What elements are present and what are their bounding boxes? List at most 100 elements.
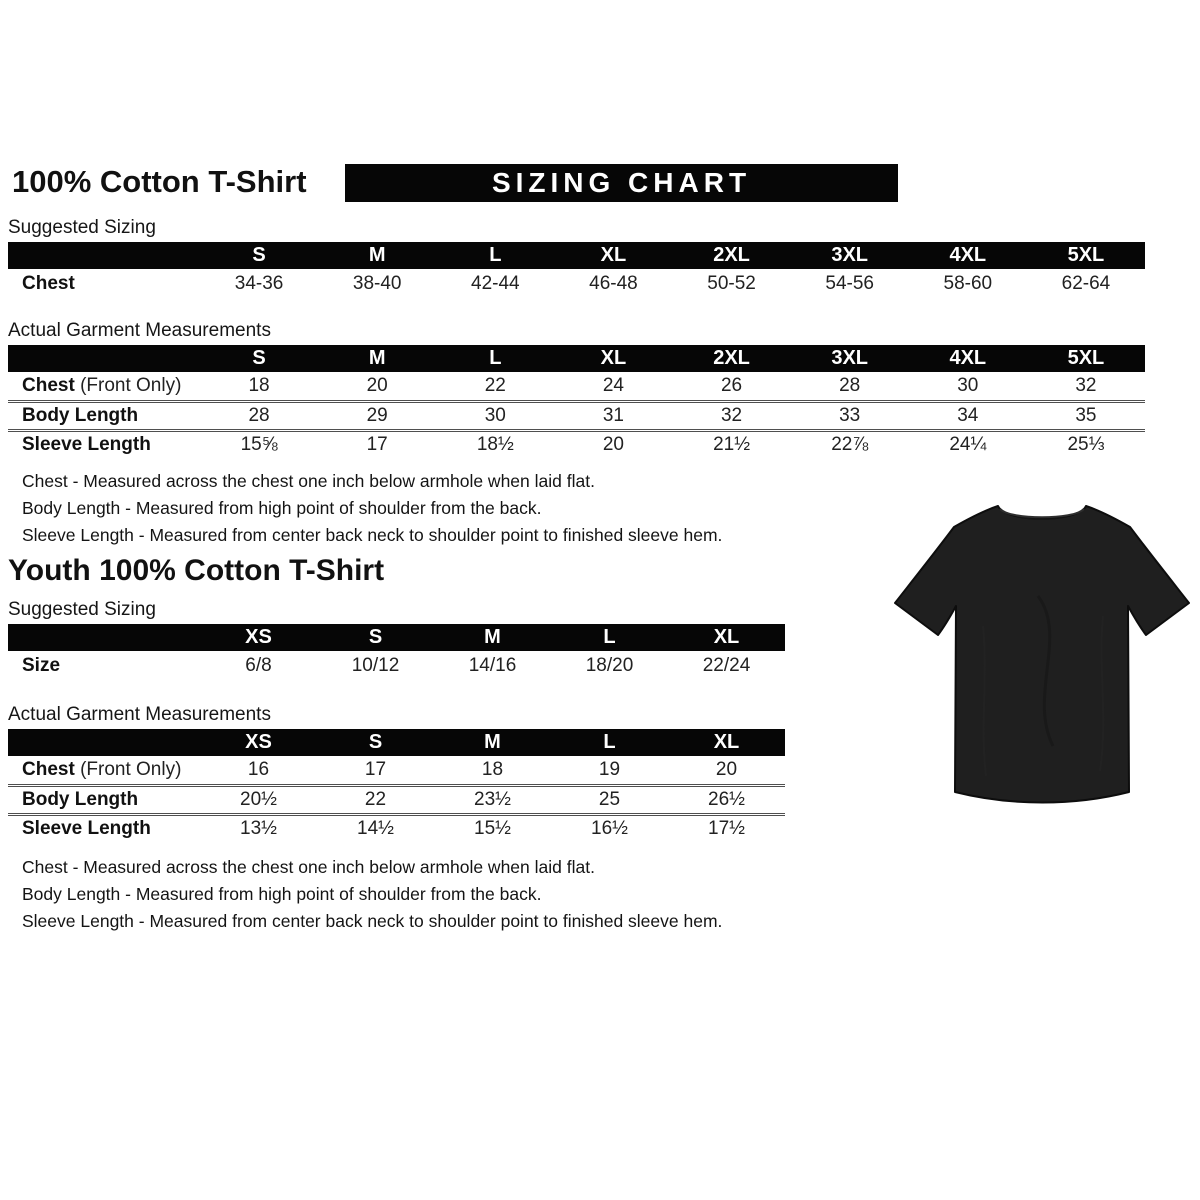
empty-header-cell <box>8 242 200 269</box>
col-header: 5XL <box>1026 345 1145 372</box>
col-header: 5XL <box>1026 242 1145 269</box>
col-header: XL <box>668 729 785 756</box>
size-cell: 22 <box>317 783 434 814</box>
size-cell: 34-36 <box>234 272 284 294</box>
col-header: XS <box>200 729 317 756</box>
size-cell: 26½ <box>668 783 785 814</box>
size-cell: 26 <box>720 374 743 396</box>
adult-suggested-table: S M L XL 2XL 3XL 4XL 5XL Chest 34-36 38-… <box>8 242 1145 298</box>
size-cell: 14/16 <box>468 654 517 676</box>
table-row: Chest (Front Only) 16 17 18 19 20 <box>8 756 785 785</box>
youth-measurement-notes: Chest - Measured across the chest one in… <box>8 858 1192 931</box>
row-label: Size <box>22 654 61 676</box>
size-cell: 33 <box>790 399 909 430</box>
size-cell: 18 <box>481 758 504 780</box>
empty-header-cell <box>8 345 200 372</box>
size-cell: 32 <box>672 399 791 430</box>
size-cell: 20 <box>554 428 673 459</box>
size-cell: 31 <box>554 399 673 430</box>
size-cell: 28 <box>839 374 861 396</box>
size-cell: 32 <box>1075 374 1097 396</box>
size-cell: 34 <box>908 399 1027 430</box>
row-label: Sleeve Length <box>8 428 200 459</box>
table-header-row: XS S M L XL <box>8 729 785 756</box>
size-cell: 54-56 <box>825 272 874 294</box>
adult-actual-table: S M L XL 2XL 3XL 4XL 5XL Chest (Front On… <box>8 345 1145 459</box>
col-header: XL <box>554 345 673 372</box>
adult-actual-label: Actual Garment Measurements <box>8 320 271 341</box>
size-cell: 10/12 <box>351 654 400 676</box>
col-header: 3XL <box>790 242 909 269</box>
col-header: L <box>551 624 668 651</box>
col-header: XS <box>200 624 317 651</box>
size-cell: 24 <box>602 374 624 396</box>
size-cell: 17 <box>364 758 387 780</box>
table-row: Chest (Front Only) 18 20 22 24 26 28 30 … <box>8 372 1145 401</box>
col-header: S <box>200 242 319 269</box>
size-cell: 29 <box>318 399 437 430</box>
size-cell: 18/20 <box>585 654 634 676</box>
note-line: Body Length - Measured from high point o… <box>22 884 542 904</box>
row-label: Chest (Front Only) <box>22 758 182 780</box>
table-row: Body Length 28 29 30 31 32 33 34 35 <box>8 399 1145 430</box>
youth-suggested-label: Suggested Sizing <box>8 599 156 620</box>
youth-suggested-table: XS S M L XL Size 6/8 10/12 14/16 18/20 2… <box>8 624 785 680</box>
note-line: Body Length - Measured from high point o… <box>22 498 542 518</box>
size-cell: 16½ <box>551 812 668 843</box>
size-cell: 23½ <box>434 783 551 814</box>
page-title: 100% Cotton T-Shirt <box>12 164 307 199</box>
col-header: L <box>436 345 555 372</box>
size-cell: 50-52 <box>707 272 756 294</box>
size-cell: 20½ <box>200 783 317 814</box>
size-cell: 17½ <box>668 812 785 843</box>
size-cell: 18 <box>248 374 270 396</box>
table-header-row: S M L XL 2XL 3XL 4XL 5XL <box>8 345 1145 372</box>
row-label: Body Length <box>8 783 200 814</box>
adult-measurement-notes: Chest - Measured across the chest one in… <box>8 472 1192 545</box>
youth-section-title: Youth 100% Cotton T-Shirt <box>8 554 385 587</box>
youth-actual-table: XS S M L XL Chest (Front Only) 16 17 18 … <box>8 729 785 843</box>
col-header: M <box>434 729 551 756</box>
size-cell: 42-44 <box>471 272 520 294</box>
col-header: 3XL <box>790 345 909 372</box>
tshirt-icon <box>894 505 1190 804</box>
col-header: 4XL <box>908 242 1027 269</box>
size-cell: 15½ <box>434 812 551 843</box>
row-label: Body Length <box>8 399 200 430</box>
sizing-chart-banner-label: SIZING CHART <box>491 167 752 198</box>
size-cell: 17 <box>318 428 437 459</box>
size-cell: 20 <box>715 758 738 780</box>
size-cell: 30 <box>957 374 979 396</box>
table-row: Sleeve Length 13½ 14½ 15½ 16½ 17½ <box>8 812 785 843</box>
col-header: S <box>317 624 434 651</box>
youth-actual-label: Actual Garment Measurements <box>8 704 271 725</box>
size-cell: 25 <box>551 783 668 814</box>
size-cell: 16 <box>247 758 270 780</box>
col-header: 4XL <box>908 345 1027 372</box>
black-tshirt-image <box>888 476 1196 821</box>
note-line: Chest - Measured across the chest one in… <box>22 857 595 877</box>
col-header: S <box>200 345 319 372</box>
empty-header-cell <box>8 729 200 756</box>
size-cell: 46-48 <box>589 272 638 294</box>
size-cell: 28 <box>200 399 319 430</box>
table-row: Size 6/8 10/12 14/16 18/20 22/24 <box>8 651 785 680</box>
table-row: Chest 34-36 38-40 42-44 46-48 50-52 54-5… <box>8 269 1145 298</box>
note-line: Sleeve Length - Measured from center bac… <box>22 911 723 931</box>
size-cell: 18½ <box>436 428 555 459</box>
col-header: L <box>551 729 668 756</box>
col-header: XL <box>554 242 673 269</box>
table-header-row: S M L XL 2XL 3XL 4XL 5XL <box>8 242 1145 269</box>
adult-suggested-label: Suggested Sizing <box>8 217 156 238</box>
size-cell: 25⅓ <box>1026 428 1145 459</box>
size-cell: 6/8 <box>245 654 272 676</box>
size-cell: 58-60 <box>943 272 993 294</box>
table-row: Sleeve Length 15⅝ 17 18½ 20 21½ 22⅞ 24¼ … <box>8 428 1145 459</box>
size-cell: 35 <box>1026 399 1145 430</box>
size-cell: 22/24 <box>702 654 751 676</box>
col-header: M <box>434 624 551 651</box>
size-cell: 62-64 <box>1061 272 1111 294</box>
table-row: Body Length 20½ 22 23½ 25 26½ <box>8 783 785 814</box>
sizing-chart-page: 100% Cotton T-Shirt SIZING CHART Suggest… <box>8 163 1192 939</box>
note-line: Sleeve Length - Measured from center bac… <box>22 525 723 545</box>
